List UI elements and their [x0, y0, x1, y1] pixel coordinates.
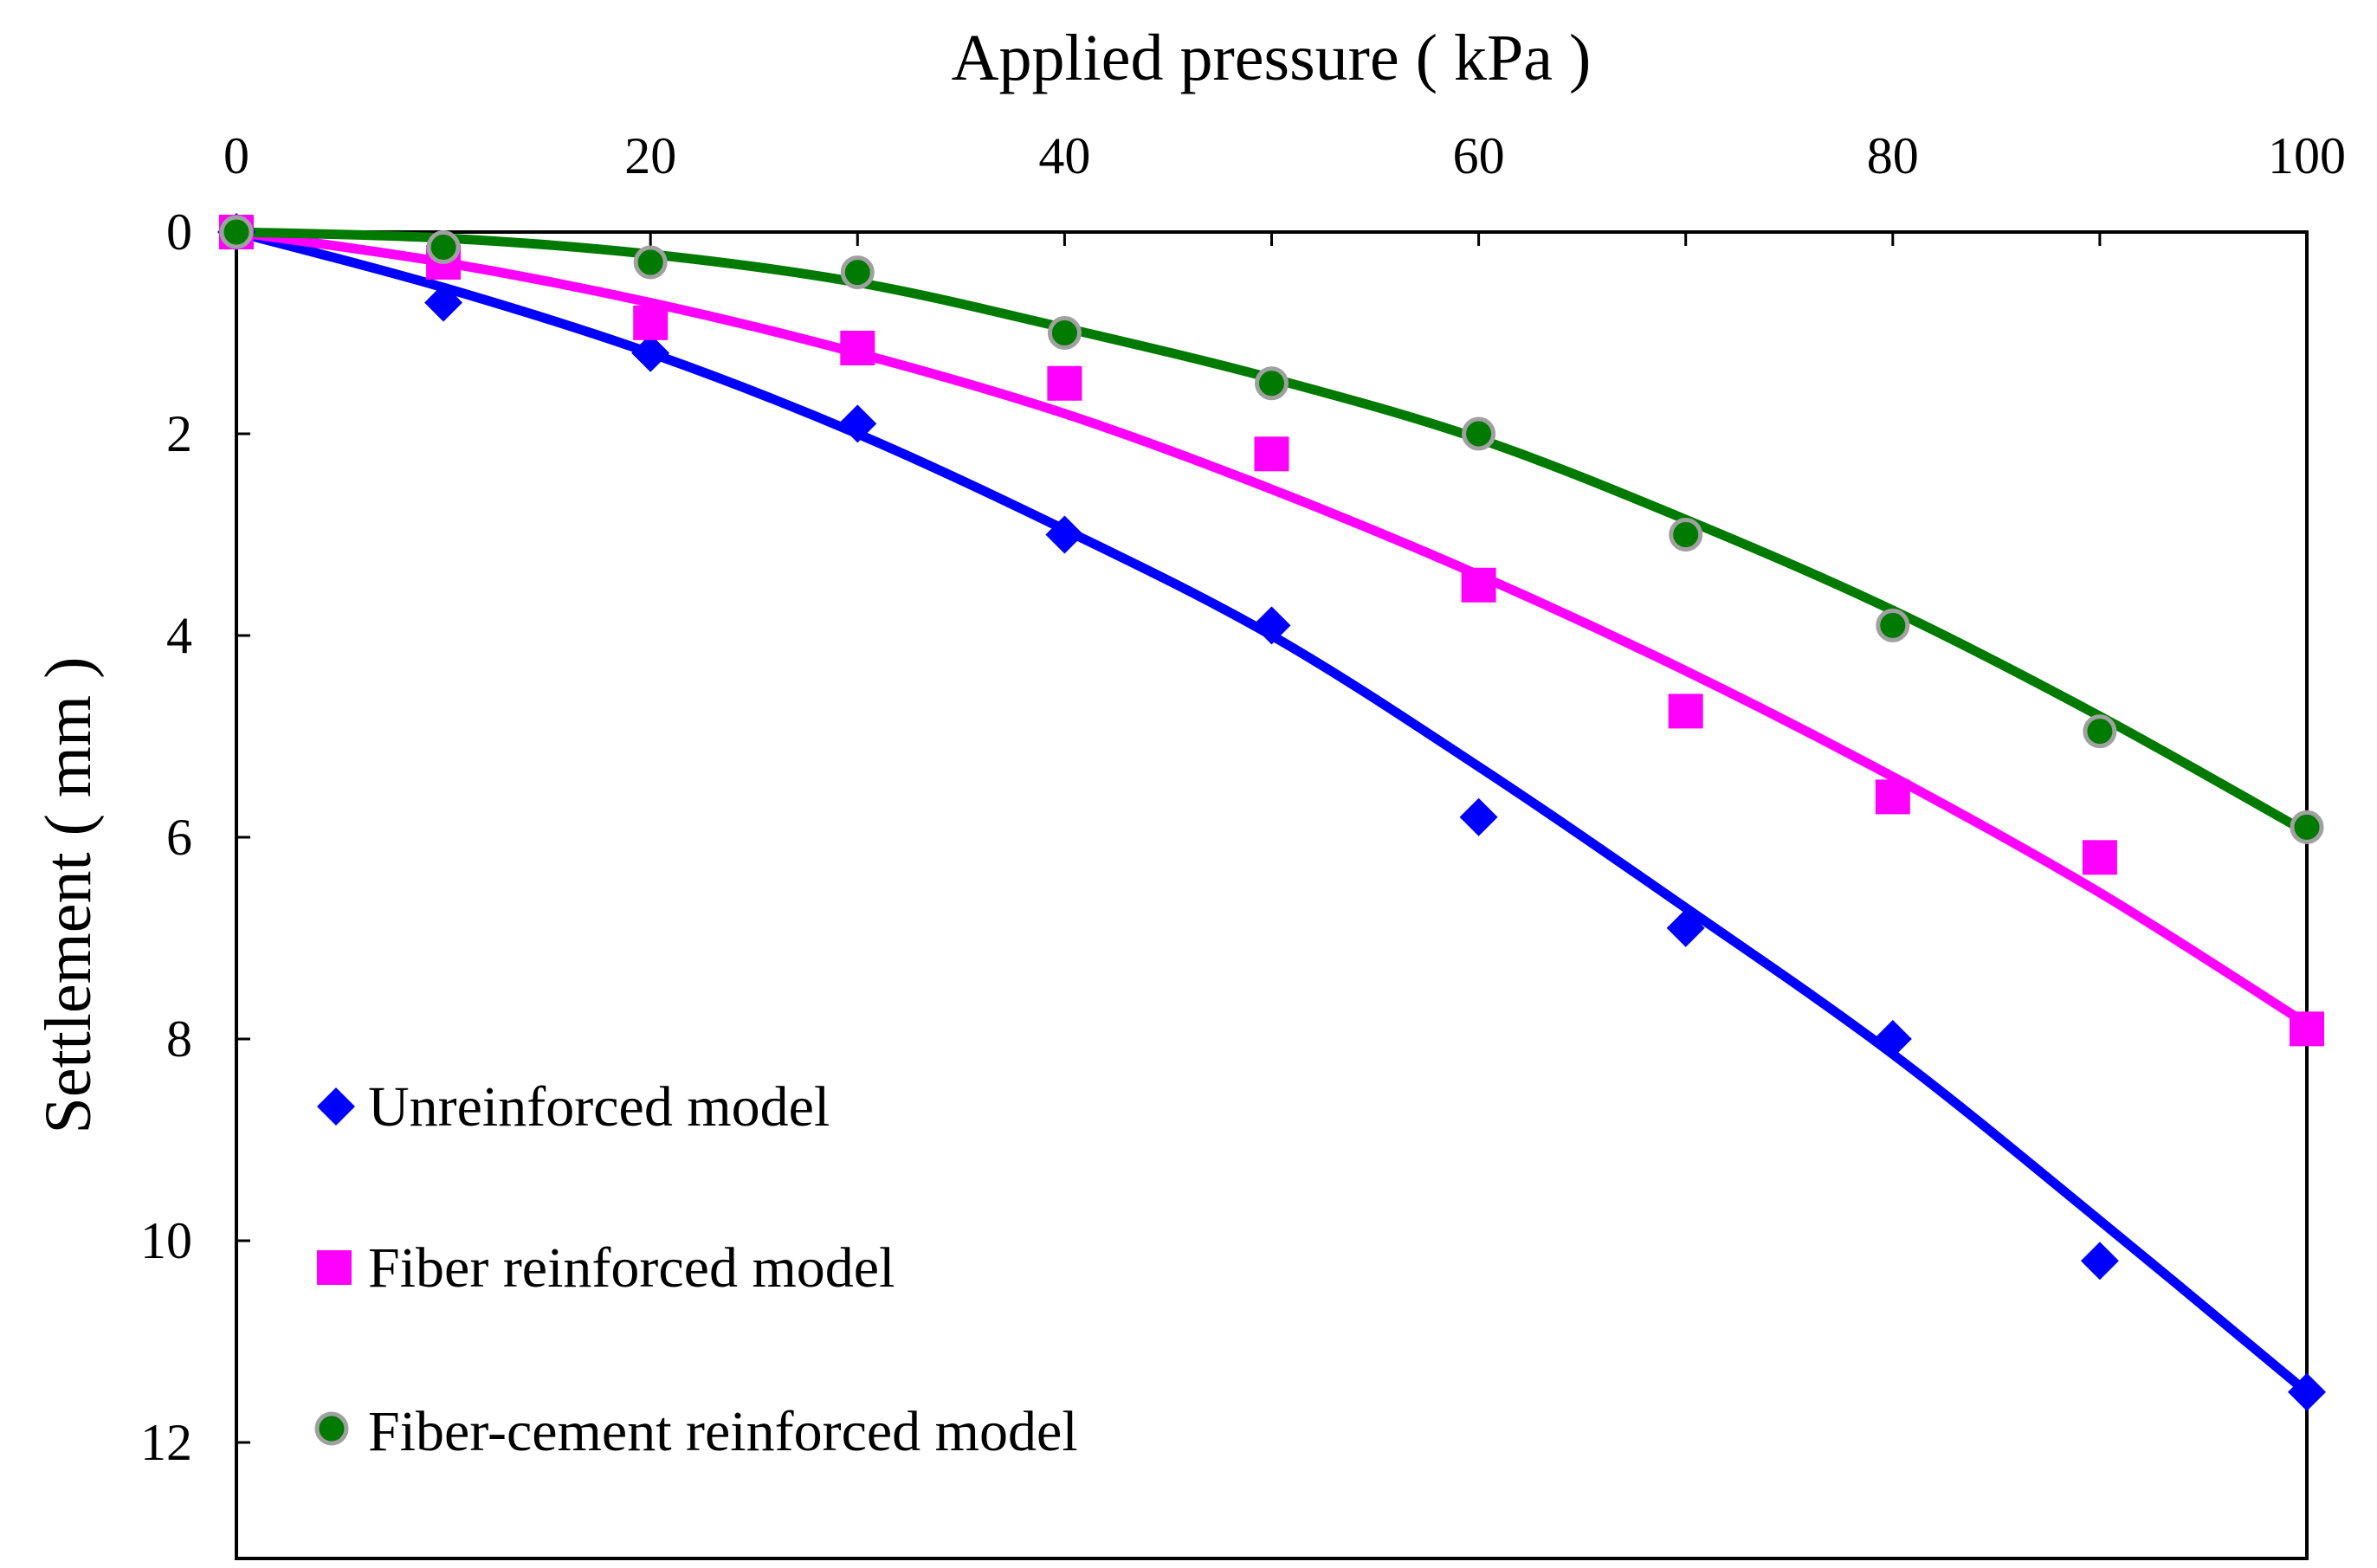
legend-label-fiber: Fiber reinforced model: [368, 1236, 895, 1300]
point-fiber-cement: [219, 215, 254, 249]
point-fiber-cement: [840, 255, 875, 290]
x-tick-label: 20: [624, 127, 676, 184]
legend: Unreinforced model Fiber reinforced mode…: [314, 1075, 1078, 1463]
point-unreinforced: [1252, 606, 1291, 645]
point-fiber: [2290, 1011, 2324, 1047]
point-unreinforced: [1045, 515, 1084, 554]
point-fiber: [1254, 436, 1289, 472]
legend-item-fiber: Fiber reinforced model: [317, 1236, 895, 1300]
y-axis-ticks: 0 2 4 6 8 10 12: [140, 203, 250, 1471]
point-fiber-cement: [1462, 416, 1496, 451]
point-fiber-cement: [426, 229, 461, 264]
y-tick-label: 6: [166, 809, 192, 866]
legend-label-fiber-cement: Fiber-cement reinforced model: [368, 1400, 1078, 1463]
x-tick-label: 60: [1453, 127, 1505, 184]
legend-circle-icon: [314, 1411, 349, 1446]
legend-square-icon: [317, 1250, 352, 1285]
data-markers: [217, 213, 2326, 1411]
point-fiber: [2082, 840, 2117, 875]
point-fiber-cement: [1047, 316, 1082, 350]
point-unreinforced: [631, 333, 670, 372]
legend-item-unreinforced: Unreinforced model: [317, 1075, 830, 1139]
y-axis-title: Settlement ( mm ): [32, 657, 105, 1134]
y-tick-label: 4: [166, 607, 192, 664]
point-fiber: [1047, 365, 1082, 401]
point-fiber: [633, 305, 669, 340]
point-fiber: [1875, 779, 1910, 815]
legend-diamond-icon: [317, 1087, 355, 1126]
y-tick-label: 2: [166, 405, 192, 462]
x-tick-label: 40: [1038, 127, 1090, 184]
plot-frame: [235, 230, 2309, 1560]
x-tick-label: 100: [2268, 127, 2346, 184]
point-fiber-cement: [1876, 608, 1910, 642]
point-fiber: [1461, 567, 1496, 603]
point-unreinforced: [838, 404, 877, 443]
point-unreinforced: [2080, 1242, 2119, 1281]
x-tick-label: 80: [1867, 127, 1919, 184]
fit-lines: [231, 227, 2312, 1397]
legend-label-unreinforced: Unreinforced model: [368, 1075, 830, 1139]
point-unreinforced: [424, 283, 463, 322]
point-unreinforced: [1459, 797, 1498, 836]
y-tick-label: 0: [166, 203, 192, 261]
point-fiber-cement: [2290, 810, 2324, 844]
point-unreinforced: [1666, 908, 1705, 947]
y-tick-label: 8: [166, 1010, 192, 1068]
x-tick-label: 0: [223, 127, 249, 184]
fit-line-unreinforced: [231, 227, 2312, 1397]
point-fiber-cement: [1669, 518, 1703, 552]
fit-line-fiber: [231, 227, 2312, 1029]
x-axis-title: Applied pressure ( kPa ): [952, 22, 1592, 94]
point-unreinforced: [2288, 1372, 2326, 1411]
point-fiber-cement: [1255, 366, 1289, 401]
point-fiber-cement: [2083, 714, 2117, 749]
point-fiber-cement: [633, 245, 668, 280]
x-axis-ticks: 0 20 40 60 80 100: [223, 127, 2346, 246]
y-tick-label: 12: [140, 1414, 192, 1471]
point-fiber: [1668, 694, 1703, 729]
legend-item-fiber-cement: Fiber-cement reinforced model: [314, 1400, 1078, 1463]
y-tick-label: 10: [140, 1212, 192, 1269]
point-fiber: [840, 330, 875, 365]
point-unreinforced: [1873, 1020, 1912, 1058]
